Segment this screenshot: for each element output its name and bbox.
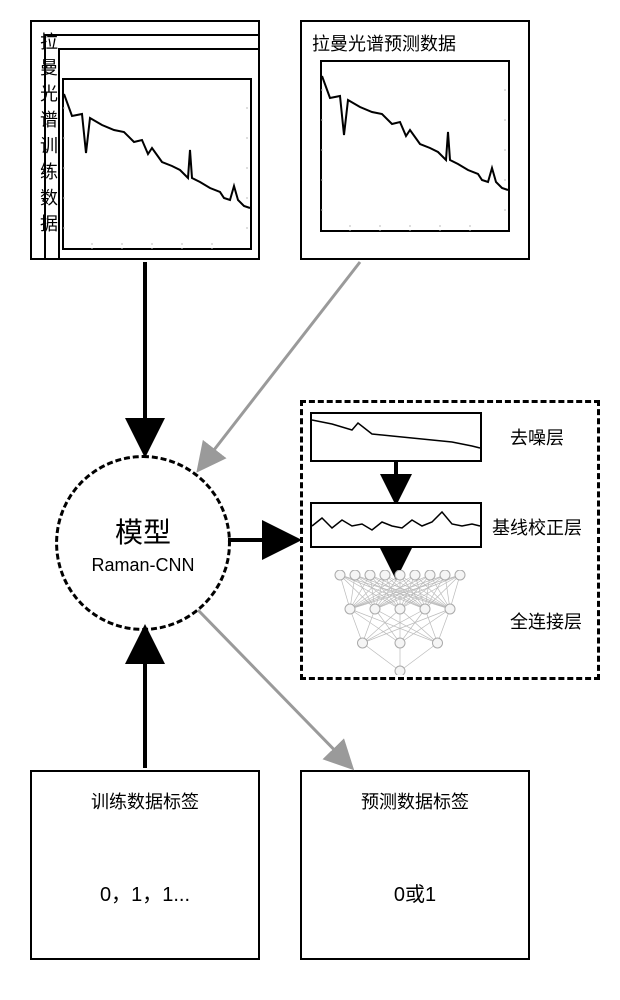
fc-network [320, 570, 480, 675]
predict-labels-content: 0或1 [302, 878, 528, 907]
train-labels-box: 训练数据标签 0，1，1... [30, 770, 260, 960]
denoise-label: 去噪层 [510, 424, 564, 450]
train-spectrum [62, 78, 256, 254]
model-label-en: Raman-CNN [91, 555, 194, 576]
train-title: 拉曼光谱训练数据 [40, 28, 58, 236]
train-labels-content: 0，1，1... [32, 878, 258, 907]
predict-title: 拉曼光谱预测数据 [312, 30, 456, 56]
model-label-cn: 模型 [115, 511, 171, 551]
baseline-label: 基线校正层 [492, 514, 582, 540]
predict-labels-title: 预测数据标签 [302, 788, 528, 814]
predict-labels-box: 预测数据标签 0或1 [300, 770, 530, 960]
fc-label: 全连接层 [510, 608, 582, 634]
baseline-spectrum [310, 502, 484, 550]
train-labels-title: 训练数据标签 [32, 788, 258, 814]
predict-spectrum [320, 60, 514, 236]
model-node: 模型 Raman-CNN [55, 455, 231, 631]
denoise-spectrum [310, 412, 484, 464]
